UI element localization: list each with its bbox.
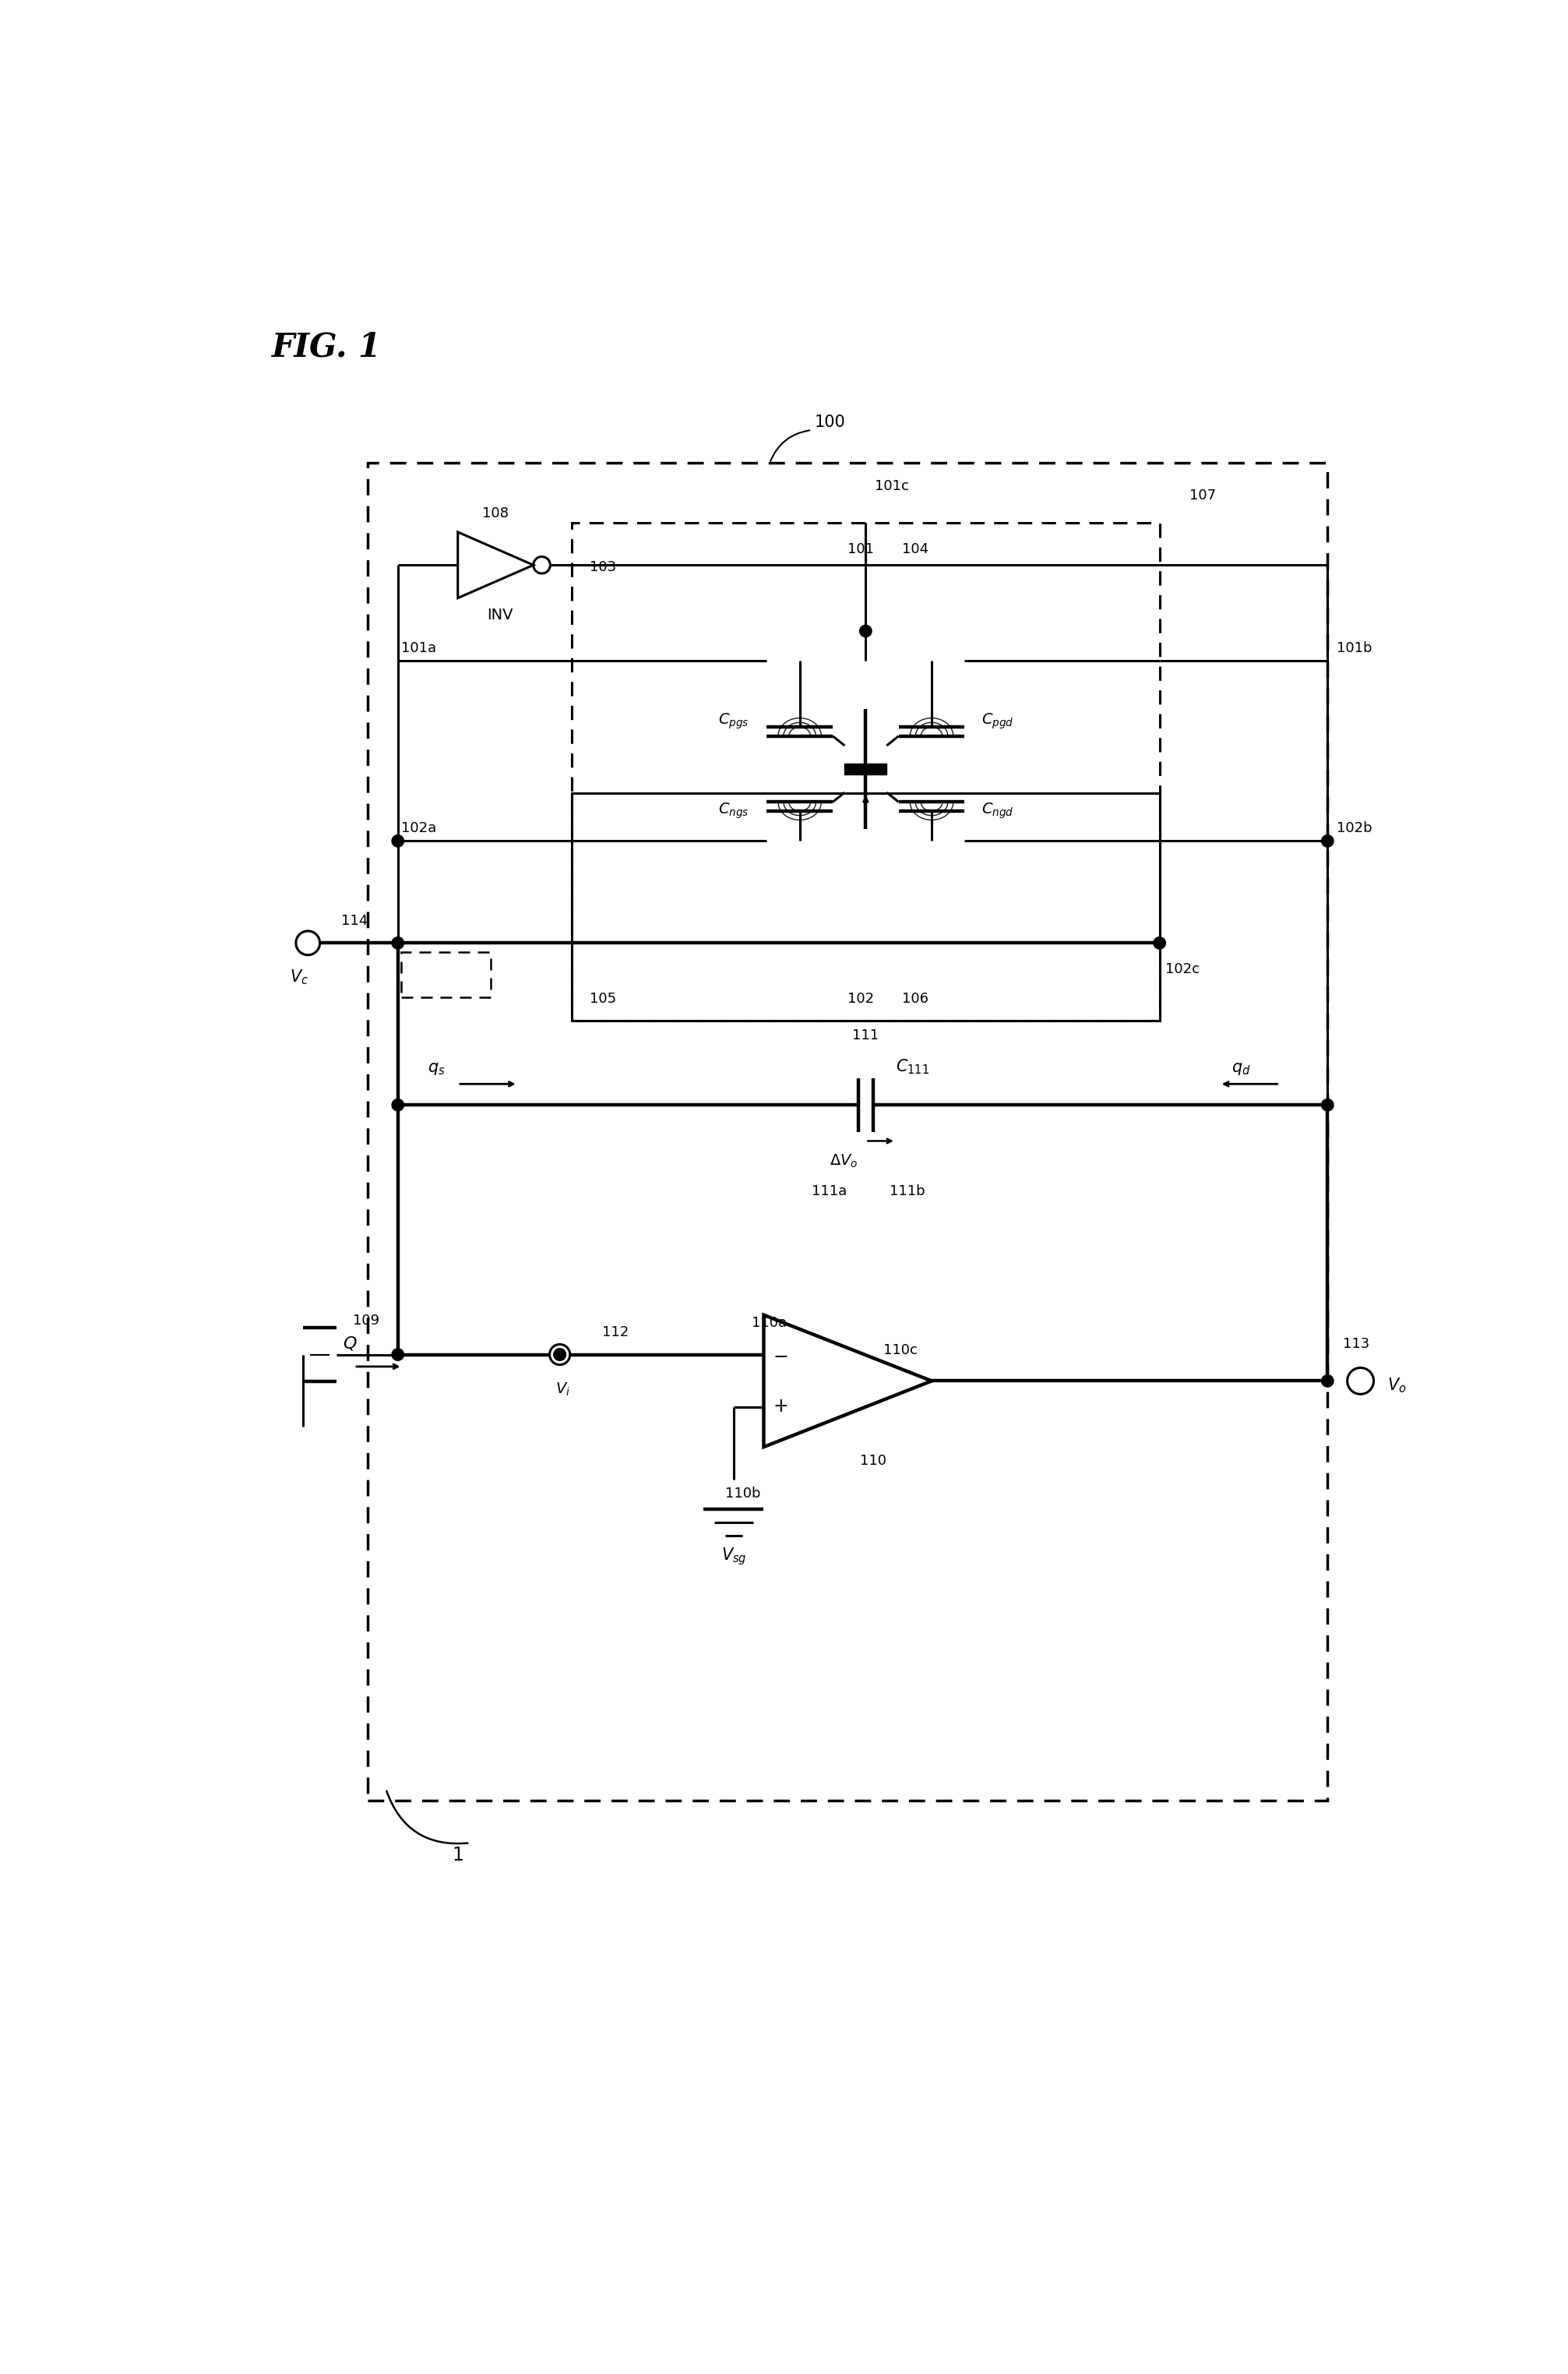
Text: 101: 101 (848, 541, 875, 556)
Text: $+$: $+$ (773, 1396, 787, 1415)
Bar (401, 952, 491, 997)
Circle shape (392, 1099, 405, 1111)
Text: 108: 108 (481, 506, 508, 520)
Circle shape (392, 938, 405, 950)
Text: 110: 110 (859, 1453, 886, 1467)
Circle shape (554, 1348, 566, 1360)
Text: $C_{pgd}$: $C_{pgd}$ (982, 712, 1014, 731)
Text: $q_d$: $q_d$ (1231, 1061, 1251, 1078)
Circle shape (554, 1348, 566, 1360)
Text: 102a: 102a (401, 821, 436, 836)
Text: $V_i$: $V_i$ (555, 1382, 571, 1398)
Circle shape (1322, 1375, 1333, 1386)
Text: 109: 109 (353, 1313, 379, 1327)
Text: FIG. 1: FIG. 1 (271, 330, 381, 363)
Bar (572, 522, 1160, 1021)
Text: 112: 112 (602, 1325, 629, 1339)
Bar (845, 764, 886, 774)
Text: 104: 104 (902, 541, 928, 556)
Text: 111: 111 (853, 1028, 880, 1042)
Circle shape (392, 836, 405, 848)
Text: INV: INV (486, 608, 513, 622)
Text: 110b: 110b (724, 1486, 760, 1500)
Circle shape (1154, 938, 1165, 950)
Text: 106: 106 (902, 992, 928, 1007)
Text: $V_c$: $V_c$ (290, 969, 309, 985)
Text: 102b: 102b (1336, 821, 1372, 836)
Text: $C_{ngd}$: $C_{ngd}$ (982, 802, 1014, 821)
Circle shape (859, 624, 872, 636)
Circle shape (392, 1348, 405, 1360)
Text: 107: 107 (1190, 489, 1217, 503)
Circle shape (1322, 1099, 1333, 1111)
Text: 103: 103 (590, 560, 616, 575)
Circle shape (1322, 836, 1333, 848)
Text: 100: 100 (814, 415, 845, 430)
Text: 110a: 110a (751, 1315, 787, 1329)
Text: 101b: 101b (1336, 641, 1372, 655)
Text: 114: 114 (340, 914, 367, 928)
Text: 101a: 101a (401, 641, 436, 655)
Text: $C_{111}$: $C_{111}$ (895, 1059, 930, 1075)
Bar (368, 463, 1328, 1802)
Bar (572, 793, 1160, 1021)
Text: $V_o$: $V_o$ (1388, 1377, 1406, 1394)
Text: 102: 102 (848, 992, 875, 1007)
Text: $q_s$: $q_s$ (428, 1061, 445, 1078)
Text: $-$: $-$ (773, 1346, 787, 1365)
Text: $V_{sg}$: $V_{sg}$ (721, 1545, 746, 1567)
Text: 105: 105 (590, 992, 616, 1007)
Text: $Q$: $Q$ (342, 1334, 358, 1353)
Text: 102c: 102c (1165, 961, 1200, 976)
Text: 1: 1 (452, 1847, 464, 1866)
Text: 111a: 111a (812, 1185, 847, 1199)
Text: 110c: 110c (884, 1344, 917, 1358)
Text: 113: 113 (1342, 1337, 1369, 1351)
Text: 111b: 111b (889, 1185, 925, 1199)
Text: $C_{ngs}$: $C_{ngs}$ (718, 802, 750, 821)
Text: $\Delta V_o$: $\Delta V_o$ (829, 1151, 858, 1168)
Text: 101c: 101c (875, 480, 909, 494)
Text: $C_{pgs}$: $C_{pgs}$ (718, 712, 750, 731)
